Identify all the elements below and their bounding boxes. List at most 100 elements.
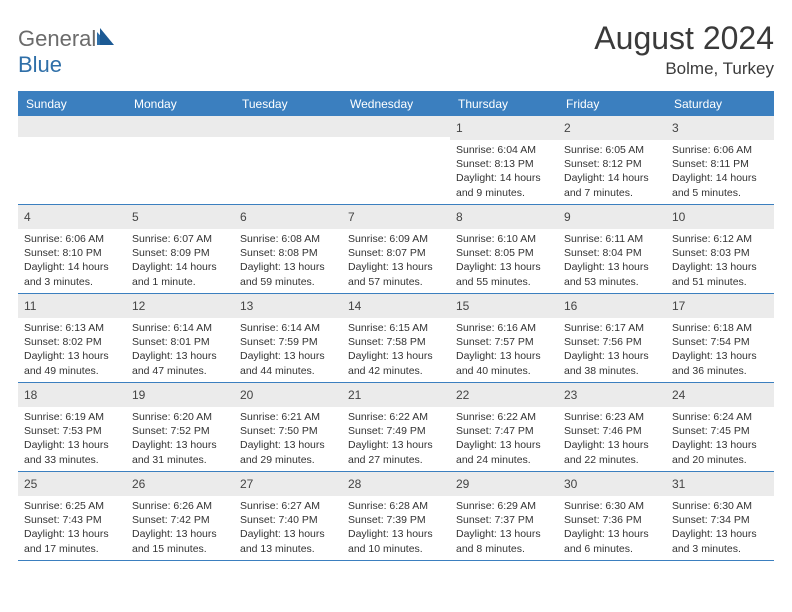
month-title: August 2024 <box>594 20 774 57</box>
cell-body: Sunrise: 6:27 AMSunset: 7:40 PMDaylight:… <box>234 496 342 560</box>
day-number: 13 <box>240 299 253 313</box>
calendar-page: GeneralBlue August 2024 Bolme, Turkey Su… <box>0 0 792 571</box>
day-number: 12 <box>132 299 145 313</box>
cell-body: Sunrise: 6:23 AMSunset: 7:46 PMDaylight:… <box>558 407 666 471</box>
day-number-row: 10 <box>666 205 774 229</box>
sunrise-line: Sunrise: 6:04 AM <box>456 143 552 157</box>
sunrise-line: Sunrise: 6:07 AM <box>132 232 228 246</box>
daylight-line: Daylight: 13 hours and 42 minutes. <box>348 349 444 377</box>
sunset-line: Sunset: 7:34 PM <box>672 513 768 527</box>
daylight-line: Daylight: 13 hours and 49 minutes. <box>24 349 120 377</box>
day-number-row: 23 <box>558 383 666 407</box>
sunset-line: Sunset: 7:53 PM <box>24 424 120 438</box>
day-number: 4 <box>24 210 31 224</box>
calendar-cell: 30 Sunrise: 6:30 AMSunset: 7:36 PMDayligh… <box>558 472 666 560</box>
cell-body: Sunrise: 6:08 AMSunset: 8:08 PMDaylight:… <box>234 229 342 293</box>
sunrise-line: Sunrise: 6:09 AM <box>348 232 444 246</box>
daylight-line: Daylight: 13 hours and 13 minutes. <box>240 527 336 555</box>
sunset-line: Sunset: 8:12 PM <box>564 157 660 171</box>
cell-body: Sunrise: 6:10 AMSunset: 8:05 PMDaylight:… <box>450 229 558 293</box>
weekday-header: Thursday <box>450 93 558 116</box>
day-number-row: 19 <box>126 383 234 407</box>
page-header: GeneralBlue August 2024 Bolme, Turkey <box>18 20 774 79</box>
cell-body: Sunrise: 6:09 AMSunset: 8:07 PMDaylight:… <box>342 229 450 293</box>
day-number: 3 <box>672 121 679 135</box>
calendar-week: 4 Sunrise: 6:06 AMSunset: 8:10 PM Daylight… <box>18 205 774 294</box>
day-number-row <box>18 116 126 137</box>
calendar-cell: 3 Sunrise: 6:06 AMSunset: 8:11 PMDaylight… <box>666 116 774 204</box>
sunset-line: Sunset: 8:03 PM <box>672 246 768 260</box>
day-number: 30 <box>564 477 577 491</box>
cell-body: Sunrise: 6:19 AMSunset: 7:53 PMDaylight:… <box>18 407 126 471</box>
sunrise-line: Sunrise: 6:13 AM <box>24 321 120 335</box>
daylight-line: Daylight: 13 hours and 51 minutes. <box>672 260 768 288</box>
calendar-week: 18Sunrise: 6:19 AMSunset: 7:53 PMDayligh… <box>18 383 774 472</box>
weekday-header: Saturday <box>666 93 774 116</box>
weekday-header: Monday <box>126 93 234 116</box>
sunrise-line: Sunrise: 6:06 AM <box>24 232 120 246</box>
day-number-row: 26 <box>126 472 234 496</box>
calendar-cell: 31Sunrise: 6:30 AMSunset: 7:34 PMDayligh… <box>666 472 774 560</box>
day-number: 22 <box>456 388 469 402</box>
day-number: 16 <box>564 299 577 313</box>
sunrise-line: Sunrise: 6:19 AM <box>24 410 120 424</box>
cell-body: Sunrise: 6:20 AMSunset: 7:52 PMDaylight:… <box>126 407 234 471</box>
brand-part1: General <box>18 26 96 51</box>
calendar-cell: 6Sunrise: 6:08 AMSunset: 8:08 PMDaylight… <box>234 205 342 293</box>
calendar-cell: 29Sunrise: 6:29 AMSunset: 7:37 PMDayligh… <box>450 472 558 560</box>
sunset-line: Sunset: 8:10 PM <box>24 246 120 260</box>
sunrise-line: Sunrise: 6:30 AM <box>672 499 768 513</box>
day-number-row: 6 <box>234 205 342 229</box>
sunrise-line: Sunrise: 6:30 AM <box>564 499 660 513</box>
calendar-cell: 17Sunrise: 6:18 AMSunset: 7:54 PMDayligh… <box>666 294 774 382</box>
daylight-line: Daylight: 14 hours and 1 minute. <box>132 260 228 288</box>
cell-body: Sunrise: 6:06 AMSunset: 8:11 PMDaylight:… <box>666 140 774 204</box>
daylight-line: Daylight: 13 hours and 17 minutes. <box>24 527 120 555</box>
calendar-cell: 5Sunrise: 6:07 AMSunset: 8:09 PMDaylight… <box>126 205 234 293</box>
sunrise-line: Sunrise: 6:27 AM <box>240 499 336 513</box>
sunrise-line: Sunrise: 6:08 AM <box>240 232 336 246</box>
calendar-cell: 2Sunrise: 6:05 AMSunset: 8:12 PMDaylight… <box>558 116 666 204</box>
calendar-cell: 24Sunrise: 6:24 AMSunset: 7:45 PMDayligh… <box>666 383 774 471</box>
calendar-cell: 28Sunrise: 6:28 AMSunset: 7:39 PMDayligh… <box>342 472 450 560</box>
sunrise-line: Sunrise: 6:18 AM <box>672 321 768 335</box>
sunset-line: Sunset: 7:59 PM <box>240 335 336 349</box>
cell-body: Sunrise: 6:13 AMSunset: 8:02 PMDaylight:… <box>18 318 126 382</box>
cell-body: Sunrise: 6:30 AMSunset: 7:36 PMDaylight:… <box>558 496 666 560</box>
sunset-line: Sunset: 7:50 PM <box>240 424 336 438</box>
sunrise-line: Sunrise: 6:29 AM <box>456 499 552 513</box>
brand-sail-icon <box>96 26 116 52</box>
calendar-body: 1Sunrise: 6:04 AMSunset: 8:13 PMDaylight… <box>18 116 774 561</box>
sunset-line: Sunset: 8:13 PM <box>456 157 552 171</box>
sunrise-line: Sunrise: 6:25 AM <box>24 499 120 513</box>
day-number: 14 <box>348 299 361 313</box>
day-number-row <box>342 116 450 137</box>
sunset-line: Sunset: 8:08 PM <box>240 246 336 260</box>
day-number-row: 4 <box>18 205 126 229</box>
calendar-grid: SundayMondayTuesdayWednesdayThursdayFrid… <box>18 91 774 561</box>
sunset-line: Sunset: 7:52 PM <box>132 424 228 438</box>
day-number: 20 <box>240 388 253 402</box>
weekday-header: Tuesday <box>234 93 342 116</box>
sunset-line: Sunset: 7:54 PM <box>672 335 768 349</box>
brand-logo: GeneralBlue <box>18 20 116 78</box>
sunset-line: Sunset: 7:47 PM <box>456 424 552 438</box>
cell-body: Sunrise: 6:26 AMSunset: 7:42 PMDaylight:… <box>126 496 234 560</box>
sunset-line: Sunset: 7:42 PM <box>132 513 228 527</box>
daylight-line: Daylight: 13 hours and 40 minutes. <box>456 349 552 377</box>
brand-text: GeneralBlue <box>18 26 116 78</box>
calendar-cell: 18Sunrise: 6:19 AMSunset: 7:53 PMDayligh… <box>18 383 126 471</box>
sunset-line: Sunset: 8:07 PM <box>348 246 444 260</box>
day-number-row: 22 <box>450 383 558 407</box>
cell-body: Sunrise: 6:11 AMSunset: 8:04 PMDaylight:… <box>558 229 666 293</box>
calendar-cell: 26 Sunrise: 6:26 AMSunset: 7:42 PMDayligh… <box>126 472 234 560</box>
daylight-line: Daylight: 13 hours and 3 minutes. <box>672 527 768 555</box>
day-number: 23 <box>564 388 577 402</box>
daylight-line: Daylight: 13 hours and 6 minutes. <box>564 527 660 555</box>
day-number-row: 27 <box>234 472 342 496</box>
calendar-cell: 14Sunrise: 6:15 AMSunset: 7:58 PMDayligh… <box>342 294 450 382</box>
day-number: 8 <box>456 210 463 224</box>
calendar-cell: 19Sunrise: 6:20 AMSunset: 7:52 PMDayligh… <box>126 383 234 471</box>
day-number: 26 <box>132 477 145 491</box>
sunset-line: Sunset: 8:04 PM <box>564 246 660 260</box>
